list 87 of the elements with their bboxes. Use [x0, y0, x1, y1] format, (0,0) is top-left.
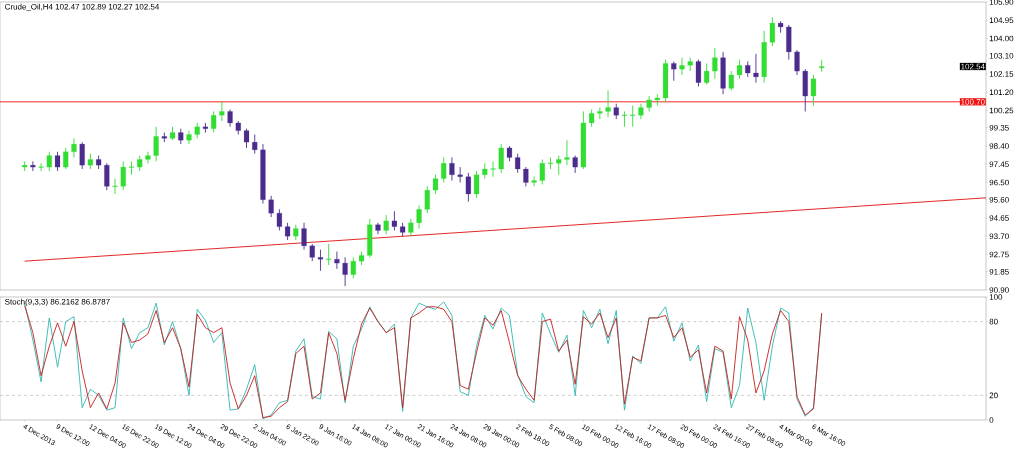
candlestick [745, 61, 751, 78]
candlestick [120, 160, 126, 191]
candlestick [753, 53, 759, 84]
candlestick [778, 20, 784, 34]
candlestick [728, 70, 734, 91]
candlestick [531, 176, 537, 187]
candlestick [786, 24, 792, 61]
candlestick [285, 222, 291, 241]
candlestick [810, 74, 817, 107]
candlestick [358, 251, 365, 266]
candlestick [474, 170, 480, 199]
candlestick [465, 172, 471, 203]
candlestick [736, 59, 743, 80]
candlestick [400, 222, 406, 237]
candlestick [621, 110, 628, 128]
candlestick [161, 132, 167, 143]
candlestick [630, 105, 636, 128]
candlestick [704, 62, 710, 85]
candlestick [309, 243, 315, 262]
candlestick [128, 160, 135, 176]
candlestick [219, 101, 225, 122]
candlestick [30, 160, 36, 172]
candlestick [556, 155, 562, 176]
candlestick [498, 143, 504, 174]
candlestick [802, 68, 808, 112]
candlestick [769, 16, 775, 47]
candlestick [383, 214, 389, 235]
candlestick [761, 30, 767, 84]
candlestick [38, 162, 44, 172]
candlestick [96, 155, 102, 170]
candlestick [457, 166, 463, 183]
candlestick [22, 160, 28, 172]
candlestick [326, 243, 332, 266]
candlestick [145, 151, 151, 164]
candlestick [646, 95, 652, 112]
candlestick [654, 93, 660, 107]
candlestick [408, 218, 414, 237]
candlestick [63, 147, 69, 170]
candlestick [243, 128, 250, 149]
candlestick [112, 178, 118, 195]
candlestick [211, 110, 217, 133]
candlestick [539, 158, 545, 185]
candlestick [252, 134, 258, 155]
candlestick [605, 89, 611, 118]
candlestick [564, 139, 570, 166]
candlestick [482, 162, 488, 180]
candlestick [375, 222, 381, 235]
candlestick [589, 109, 595, 128]
candlestick [424, 185, 430, 214]
candlestick [170, 126, 176, 141]
candlestick [46, 151, 52, 172]
candlestick [679, 57, 685, 76]
candlestick [572, 155, 578, 174]
candlestick [293, 224, 299, 241]
candlestick [663, 59, 669, 103]
candlestick [235, 120, 241, 135]
candlestick [695, 59, 701, 87]
candlestick [441, 157, 447, 183]
candlestick [638, 103, 644, 120]
candlestick [506, 145, 513, 162]
candlestick [547, 157, 554, 170]
candlestick [391, 210, 397, 231]
candlestick [580, 110, 586, 170]
candlestick [367, 218, 373, 258]
candlestick [350, 256, 356, 279]
candlestick [819, 59, 825, 73]
candlestick [54, 151, 61, 172]
candlestick [186, 130, 192, 145]
candlestick [687, 57, 693, 72]
candlestick [334, 251, 340, 270]
candlestick [432, 174, 439, 195]
candlestick [613, 103, 619, 120]
candlestick [317, 249, 324, 272]
candlestick [71, 137, 77, 158]
candlestick [490, 160, 496, 178]
candlestick [79, 141, 85, 170]
candlestick [178, 128, 184, 145]
candlestick [268, 195, 274, 218]
candlestick [104, 162, 110, 191]
candlestick [671, 61, 677, 82]
candlestick [202, 122, 208, 133]
candlestick [194, 122, 200, 139]
candlestick [87, 153, 93, 170]
candlestick [137, 155, 143, 172]
candlestick [276, 208, 282, 231]
candlestick [515, 153, 521, 174]
candlestick [597, 107, 603, 120]
